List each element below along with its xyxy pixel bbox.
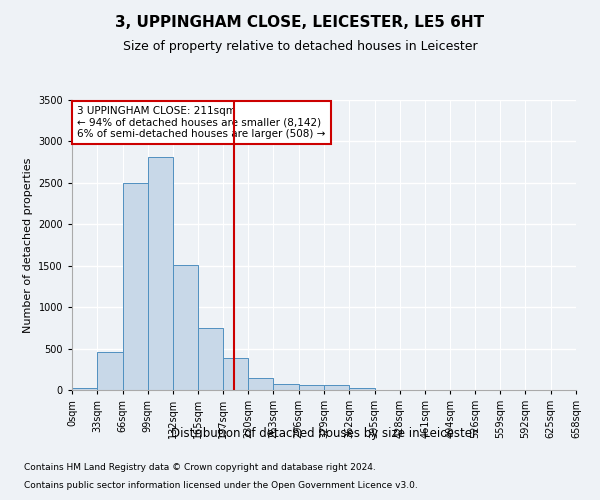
- Y-axis label: Number of detached properties: Number of detached properties: [23, 158, 32, 332]
- Bar: [173, 265, 199, 390]
- Text: Size of property relative to detached houses in Leicester: Size of property relative to detached ho…: [122, 40, 478, 53]
- Bar: [97, 352, 122, 390]
- Bar: [148, 157, 173, 390]
- Text: Contains public sector information licensed under the Open Government Licence v3: Contains public sector information licen…: [24, 481, 418, 490]
- Text: Distribution of detached houses by size in Leicester: Distribution of detached houses by size …: [171, 428, 477, 440]
- Text: 3 UPPINGHAM CLOSE: 211sqm
← 94% of detached houses are smaller (8,142)
6% of sem: 3 UPPINGHAM CLOSE: 211sqm ← 94% of detac…: [77, 106, 325, 139]
- Bar: [122, 183, 148, 390]
- Bar: [248, 378, 274, 390]
- Bar: [324, 386, 349, 390]
- Text: Contains HM Land Registry data © Crown copyright and database right 2024.: Contains HM Land Registry data © Crown c…: [24, 464, 376, 472]
- Bar: [299, 385, 324, 390]
- Bar: [72, 388, 97, 390]
- Bar: [274, 384, 299, 390]
- Bar: [199, 328, 223, 390]
- Bar: [349, 388, 374, 390]
- Text: 3, UPPINGHAM CLOSE, LEICESTER, LE5 6HT: 3, UPPINGHAM CLOSE, LEICESTER, LE5 6HT: [115, 15, 485, 30]
- Bar: [223, 358, 248, 390]
